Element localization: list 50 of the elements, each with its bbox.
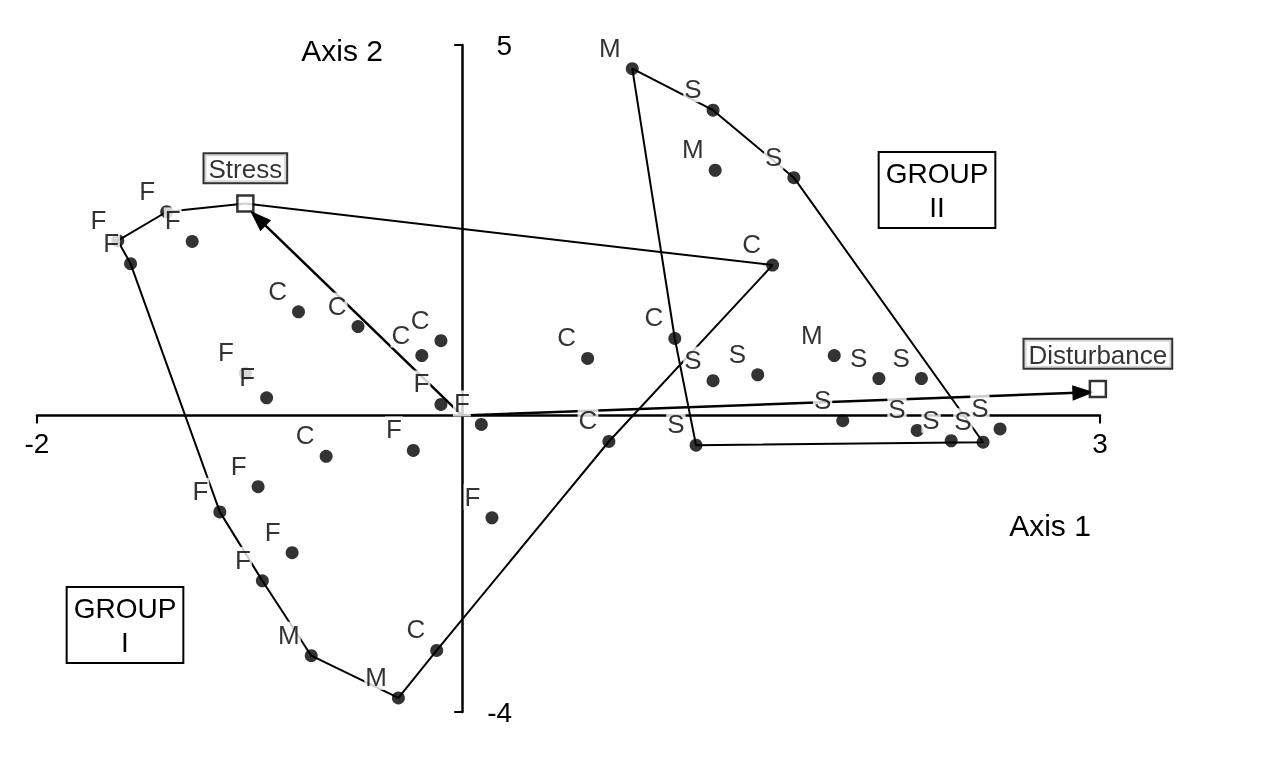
text: S — [813, 384, 832, 415]
text: F — [234, 544, 251, 575]
text: M — [801, 319, 823, 350]
text: F — [453, 388, 470, 419]
text: F — [239, 361, 256, 392]
text: C — [391, 319, 411, 350]
text: S — [954, 406, 972, 437]
text: F — [139, 175, 156, 206]
series-label: M — [599, 32, 621, 63]
text: M — [365, 661, 387, 692]
text: C — [327, 290, 347, 321]
text: F — [413, 368, 430, 399]
text: M — [682, 134, 704, 165]
series-label: C — [406, 614, 426, 645]
x-tick-label: 3 — [1092, 428, 1108, 460]
text: S — [684, 344, 702, 375]
text: C — [644, 302, 664, 333]
series-label: S — [922, 404, 940, 435]
text: S — [850, 342, 868, 373]
text: S — [765, 141, 783, 172]
annotation: GROUP II — [885, 157, 989, 223]
text: F — [192, 475, 209, 506]
text: F — [217, 337, 234, 368]
text: S — [971, 392, 989, 423]
text: F — [230, 450, 247, 481]
x-tick-label: -2 — [24, 428, 50, 460]
text: M — [278, 619, 300, 650]
y-tick-label: 5 — [496, 29, 513, 61]
x-axis-title: Axis 1 — [1009, 509, 1091, 543]
text: C — [742, 229, 762, 260]
text: S — [892, 342, 910, 373]
text: S — [888, 394, 906, 425]
series-label: Stress — [208, 154, 283, 185]
text: C — [410, 304, 430, 335]
series-label: Disturbance — [1028, 339, 1168, 370]
y-axis-title: Axis 2 — [301, 33, 384, 67]
series-label: F — [164, 205, 181, 236]
text: C — [557, 322, 577, 353]
y-tick-label: -4 — [487, 696, 513, 728]
text: C — [578, 405, 598, 436]
text: C — [295, 420, 315, 451]
text: S — [684, 74, 702, 105]
text: F — [385, 414, 402, 445]
text: C — [268, 275, 287, 306]
text: S — [728, 338, 747, 369]
text: F — [264, 516, 281, 547]
text: S — [667, 409, 685, 440]
annotation: GROUP I — [73, 592, 177, 658]
text: F — [464, 481, 481, 512]
text: F — [103, 227, 120, 258]
